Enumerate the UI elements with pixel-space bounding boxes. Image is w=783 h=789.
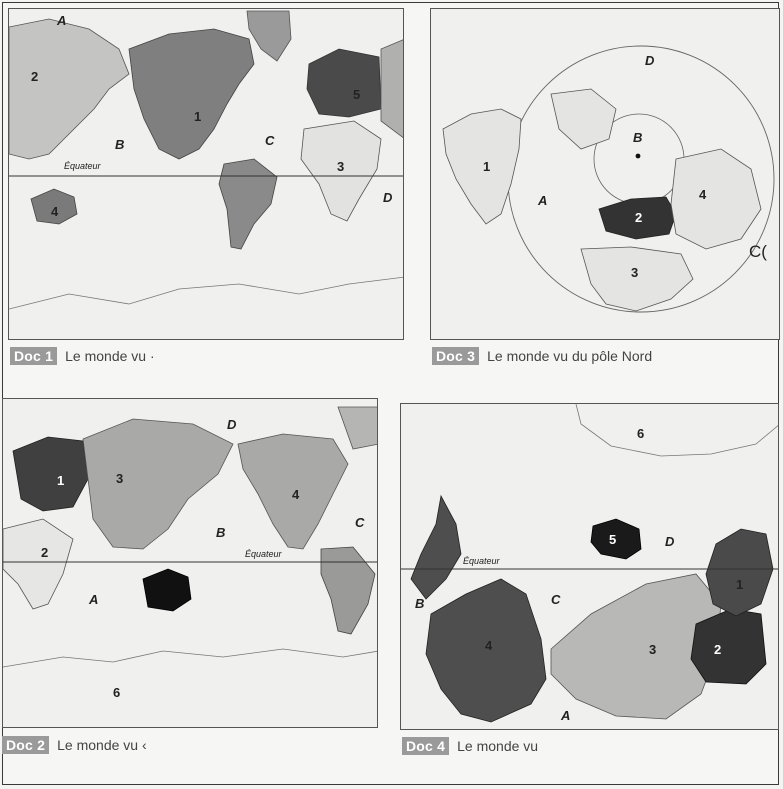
doc3-north-america: [442, 108, 522, 225]
doc4-caption-text: Le monde vu: [457, 738, 539, 754]
doc1-europe: [306, 48, 382, 118]
doc3-label-4: 4: [699, 187, 707, 202]
doc3-label-1: 1: [483, 159, 490, 174]
doc1-label-d: D: [383, 190, 393, 205]
doc2-caption-text: Le monde vu ‹: [57, 737, 147, 753]
doc4-australia: [590, 518, 642, 560]
doc2-australia: [142, 568, 192, 612]
doc3-label-b: B: [633, 130, 642, 145]
doc3-pole-dot: [635, 153, 641, 159]
doc1-label-b: B: [115, 137, 124, 152]
doc1-africa: [300, 120, 382, 222]
doc4-badge: Doc 4: [402, 737, 450, 755]
doc4-label-c: C: [551, 592, 561, 607]
doc3-label-2: 2: [635, 210, 642, 225]
doc1-equator-label: Équateur: [64, 161, 102, 171]
doc2-badge: Doc 2: [2, 736, 50, 754]
doc2-label-d: D: [227, 417, 237, 432]
doc1-russia: [380, 39, 403, 138]
doc1-caption-text: Le monde vu ·: [65, 348, 155, 364]
doc3-africa: [580, 246, 694, 312]
doc4-label-2: 2: [714, 642, 721, 657]
doc2-label-4: 4: [292, 487, 300, 502]
doc3-map: D B A C( 1 2 3 4: [430, 8, 780, 340]
doc1-label-2: 2: [31, 69, 38, 84]
doc3-asia: [670, 148, 762, 250]
doc4-label-4: 4: [485, 638, 493, 653]
doc3-caption: Doc 3 Le monde vu du pôle Nord: [432, 347, 652, 365]
doc1-australia: [30, 188, 78, 225]
doc1-label-3: 3: [337, 159, 344, 174]
doc3-europe: [598, 196, 677, 240]
doc4-label-1: 1: [736, 577, 743, 592]
doc2-europe: [12, 436, 89, 512]
doc2-label-6: 6: [113, 685, 120, 700]
doc2-africa: [3, 518, 74, 610]
doc4-map-svg: Équateur D C B A 1 2 3 4 5 6: [401, 404, 778, 723]
doc3-arctic-lands: [550, 88, 617, 150]
doc2-label-a: A: [88, 592, 98, 607]
doc2-label-2: 2: [41, 545, 48, 560]
doc1-north-america: [128, 28, 255, 160]
doc2-asia: [82, 418, 234, 550]
doc4-caption: Doc 4 Le monde vu: [402, 737, 538, 755]
doc3-label-3: 3: [631, 265, 638, 280]
doc1-caption: Doc 1 Le monde vu ·: [10, 347, 155, 365]
doc2-label-1: 1: [57, 473, 64, 488]
doc4-north-america: [425, 578, 547, 723]
doc4-label-d: D: [665, 534, 675, 549]
doc2-equator-label: Équateur: [245, 549, 283, 559]
doc1-antarctica: [9, 276, 403, 310]
doc1-label-1: 1: [194, 109, 201, 124]
doc4-equator-label: Équateur: [463, 556, 501, 566]
doc3-label-d: D: [645, 53, 655, 68]
doc4-antarctica: [575, 404, 778, 457]
doc1-label-a: A: [56, 13, 66, 28]
doc2-label-b: B: [216, 525, 225, 540]
doc2-caption: Doc 2 Le monde vu ‹: [2, 736, 147, 754]
doc4-label-3: 3: [649, 642, 656, 657]
doc3-label-c: C(: [749, 242, 767, 261]
doc2-map-svg: Équateur D B C A 1 2 3 4 6: [3, 406, 377, 700]
doc2-greenland: [337, 406, 377, 450]
doc4-africa: [705, 528, 774, 617]
doc3-label-a: A: [537, 193, 547, 208]
doc4-label-5: 5: [609, 532, 616, 547]
doc4-label-a: A: [560, 708, 570, 723]
doc2-antarctica: [3, 648, 377, 668]
doc2-label-3: 3: [116, 471, 123, 486]
doc4-label-6: 6: [637, 426, 644, 441]
doc2-map: Équateur D B C A 1 2 3 4 6: [2, 398, 378, 728]
doc1-map: Équateur A B C D 1 2 3 4 5: [8, 8, 404, 340]
doc4-label-b: B: [415, 596, 424, 611]
doc2-south-america: [320, 546, 376, 635]
doc1-badge: Doc 1: [10, 347, 58, 365]
doc3-map-svg: D B A C( 1 2 3 4: [442, 45, 775, 313]
doc1-label-4: 4: [51, 204, 59, 219]
doc1-south-america: [218, 158, 278, 250]
doc4-south-america: [410, 494, 462, 600]
doc1-greenland: [246, 10, 292, 62]
doc1-label-c: C: [265, 133, 275, 148]
doc1-asia: [9, 18, 130, 160]
doc1-map-svg: Équateur A B C D 1 2 3 4 5: [9, 10, 403, 310]
doc4-map: Équateur D C B A 1 2 3 4 5 6: [400, 403, 779, 730]
doc3-badge: Doc 3: [432, 347, 480, 365]
doc3-caption-text: Le monde vu du pôle Nord: [487, 348, 653, 364]
doc2-north-america: [237, 433, 349, 550]
doc2-label-c: C: [355, 515, 365, 530]
doc1-label-5: 5: [353, 87, 360, 102]
